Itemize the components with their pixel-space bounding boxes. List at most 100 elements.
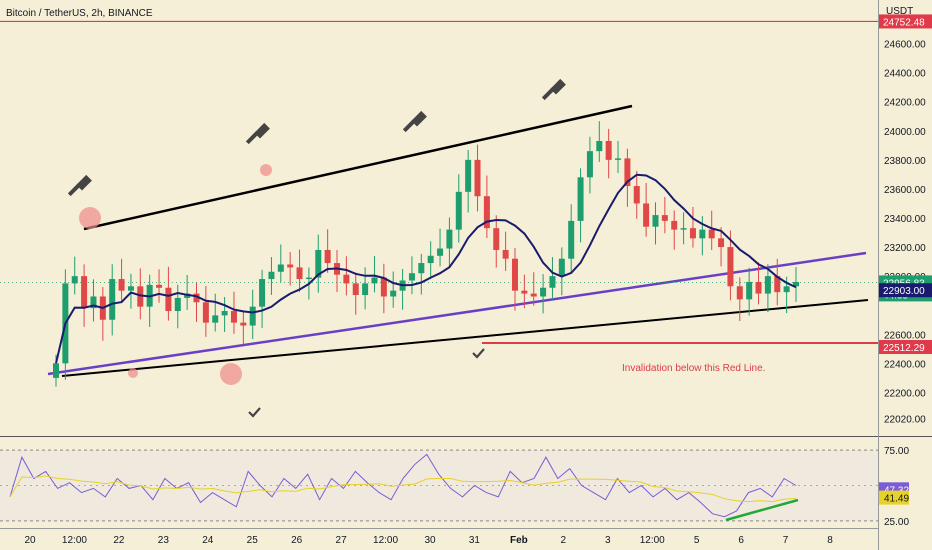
rsi-ma-value-label: 41.49 [884, 494, 909, 505]
price-tick-label: 24200.00 [884, 98, 926, 109]
candle-body [156, 284, 163, 288]
hammer-icon [245, 131, 259, 145]
candle-body [390, 290, 397, 297]
candle-body [596, 140, 603, 152]
time-tick-label: 27 [336, 535, 348, 546]
candle-body [268, 271, 275, 280]
candle-body [493, 228, 500, 250]
candle-body [230, 311, 237, 323]
price-axis-border [878, 0, 879, 550]
candle-body [53, 363, 59, 378]
candle-body [193, 293, 200, 303]
candle-body [465, 159, 472, 192]
price-label-resistance: 24752.48 [883, 17, 925, 28]
candle-body [259, 279, 266, 307]
candle-body [474, 159, 481, 197]
price-tick-label: 23800.00 [884, 156, 926, 167]
time-tick-label: 30 [424, 535, 436, 546]
channel-lower-line [61, 299, 869, 377]
candle-body [643, 203, 650, 227]
invalidation-annotation: Invalidation below this Red Line. [622, 363, 765, 374]
candle-body [240, 322, 247, 326]
candle-body [755, 281, 762, 294]
price-tick-label: 24000.00 [884, 127, 926, 138]
candle-body [718, 238, 725, 248]
candle-body [586, 151, 593, 178]
time-tick-label: 24 [202, 535, 214, 546]
hammer-icon [541, 87, 555, 101]
price-tick-label: 23600.00 [884, 185, 926, 196]
candle-body [352, 283, 359, 296]
highlight-circle [220, 363, 242, 385]
candle-body [502, 249, 509, 259]
price-tick-label: 24400.00 [884, 69, 926, 80]
time-tick-label: 22 [113, 535, 125, 546]
candle-body [165, 287, 172, 312]
time-tick-label: 23 [158, 535, 170, 546]
hammer-icon [402, 119, 416, 133]
hammer-icon [67, 183, 81, 197]
rsi-divergence-line [725, 498, 799, 522]
checkmark-icon [472, 348, 485, 359]
price-label-invalidation: 22512.29 [883, 343, 925, 354]
time-tick-label: 12:00 [62, 535, 87, 546]
price-label-box [879, 283, 932, 298]
candle-body [81, 276, 88, 309]
candle-body [746, 281, 753, 300]
price-tick-label: 22600.00 [884, 330, 926, 341]
candle-body [90, 296, 97, 309]
chart-title: Bitcoin / TetherUS, 2h, BINANCE [6, 8, 153, 19]
candle-body [446, 229, 453, 249]
candle-body [652, 215, 659, 227]
time-tick-label: 3 [605, 535, 611, 546]
price-tick-label: 22020.00 [884, 415, 926, 426]
candle-body [615, 158, 622, 160]
price-tick-label: 23200.00 [884, 243, 926, 254]
currency-label: USDT [886, 6, 914, 17]
candle-body [521, 290, 528, 294]
time-tick-label: 5 [694, 535, 700, 546]
candle-body [221, 311, 228, 316]
channel-upper-line [83, 104, 633, 231]
time-tick-label: 2 [561, 535, 567, 546]
rsi-tick-label: 75.00 [884, 446, 909, 457]
candle-body [680, 228, 687, 230]
candle-body [783, 286, 790, 293]
price-tick-label: 23400.00 [884, 214, 926, 225]
candle-body [174, 297, 181, 312]
candle-body [774, 276, 781, 293]
candle-body [324, 249, 331, 264]
price-tick-label: 24600.00 [884, 40, 926, 51]
candle-body [362, 283, 369, 296]
time-tick-label: 12:00 [640, 535, 665, 546]
price-tick-label: 22400.00 [884, 359, 926, 370]
price-label-box [879, 340, 932, 355]
panel-divider [0, 436, 932, 437]
candle-body [249, 306, 256, 326]
candle-body [568, 220, 575, 259]
candle-body [437, 248, 444, 256]
checkmark-icon [248, 407, 261, 418]
time-tick-label: Feb [510, 535, 528, 546]
candle-body [530, 293, 537, 297]
time-tick-label: 8 [827, 535, 833, 546]
time-axis-border [0, 528, 878, 529]
price-label-box [879, 14, 932, 29]
candle-body [343, 274, 350, 284]
candle-body [689, 228, 696, 239]
candle-body [661, 215, 668, 221]
candle-body [408, 273, 415, 281]
candle-body [455, 191, 462, 230]
candle-body [212, 315, 219, 323]
candle-body [605, 140, 612, 160]
candle-body [315, 249, 322, 278]
highlight-circle [128, 368, 138, 378]
candle-body [427, 255, 434, 264]
candle-body [118, 279, 125, 291]
rsi-tick-label: 25.00 [884, 517, 909, 528]
candle-body [549, 276, 556, 288]
time-tick-label: 25 [247, 535, 259, 546]
rsi-ma-value-box [879, 490, 909, 505]
